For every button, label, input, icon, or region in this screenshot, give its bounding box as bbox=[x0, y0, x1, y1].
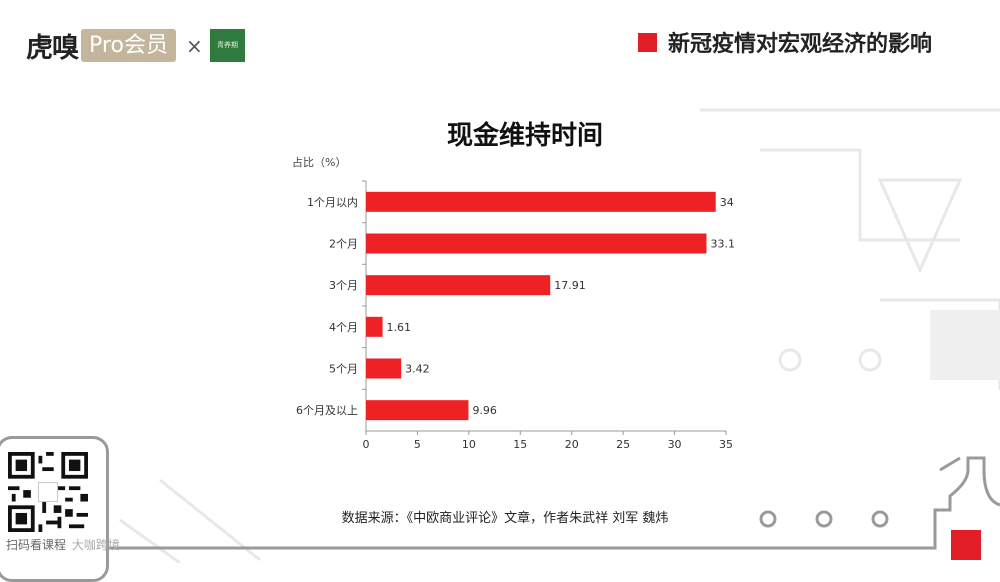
page-title: 新冠疫情对宏观经济的影响 bbox=[668, 32, 933, 57]
bar-chart: 0 5 10 15 20 25 30 35 1个月以内 34 2个月 33.1 3个月 17.91 4个月 1… bbox=[296, 180, 735, 451]
bar bbox=[366, 275, 551, 296]
bar bbox=[366, 358, 402, 379]
bar bbox=[366, 233, 707, 254]
title-marker bbox=[638, 33, 657, 52]
data-source: 数据来源：《中欧商业评论》文章，作者朱武祥 刘军 魏炜 bbox=[341, 511, 669, 526]
category-label: 3个月 bbox=[329, 279, 358, 292]
x-tick-label: 15 bbox=[513, 438, 527, 451]
x-tick-label: 20 bbox=[565, 438, 579, 451]
category-label: 2个月 bbox=[329, 238, 358, 251]
times-icon: × bbox=[186, 34, 203, 58]
chart-title: 现金维持时间 bbox=[446, 121, 603, 151]
x-tick-label: 25 bbox=[616, 438, 630, 451]
x-tick-label: 30 bbox=[668, 438, 682, 451]
category-label: 1个月以内 bbox=[307, 195, 358, 209]
x-tick-label: 0 bbox=[363, 438, 370, 451]
background-decoration bbox=[100, 108, 1000, 563]
data-label: 3.42 bbox=[405, 363, 430, 376]
y-axis-label: 占比（%） bbox=[292, 156, 347, 169]
data-label: 17.91 bbox=[554, 279, 586, 292]
x-tick-label: 5 bbox=[414, 438, 421, 451]
x-tick-label: 10 bbox=[462, 438, 476, 451]
qr-code-icon[interactable] bbox=[8, 452, 88, 532]
qr-caption-text: 扫码看课程 bbox=[6, 538, 67, 552]
data-label: 34 bbox=[720, 196, 734, 209]
bar bbox=[366, 400, 469, 421]
x-tick-label: 35 bbox=[719, 438, 733, 451]
pro-member-badge: Pro会员 bbox=[81, 29, 176, 62]
watermark: 大咖跨境 bbox=[71, 538, 120, 552]
category-label: 4个月 bbox=[329, 321, 358, 334]
brand-logo: 虎嗅 bbox=[26, 33, 79, 64]
decor-circle bbox=[871, 510, 889, 528]
data-label: 9.96 bbox=[472, 404, 497, 417]
data-label: 1.61 bbox=[387, 321, 412, 334]
decor-circle bbox=[759, 510, 777, 528]
category-label: 5个月 bbox=[329, 363, 358, 376]
bar bbox=[366, 316, 383, 337]
qr-caption: 扫码看课程 大咖跨境 bbox=[6, 536, 120, 553]
decor-circle bbox=[815, 510, 833, 528]
data-label: 33.1 bbox=[710, 238, 735, 251]
category-label: 6个月及以上 bbox=[296, 404, 358, 417]
partner-logo: 青养期 bbox=[210, 29, 245, 62]
bar bbox=[366, 191, 716, 212]
corner-accent bbox=[951, 530, 981, 560]
